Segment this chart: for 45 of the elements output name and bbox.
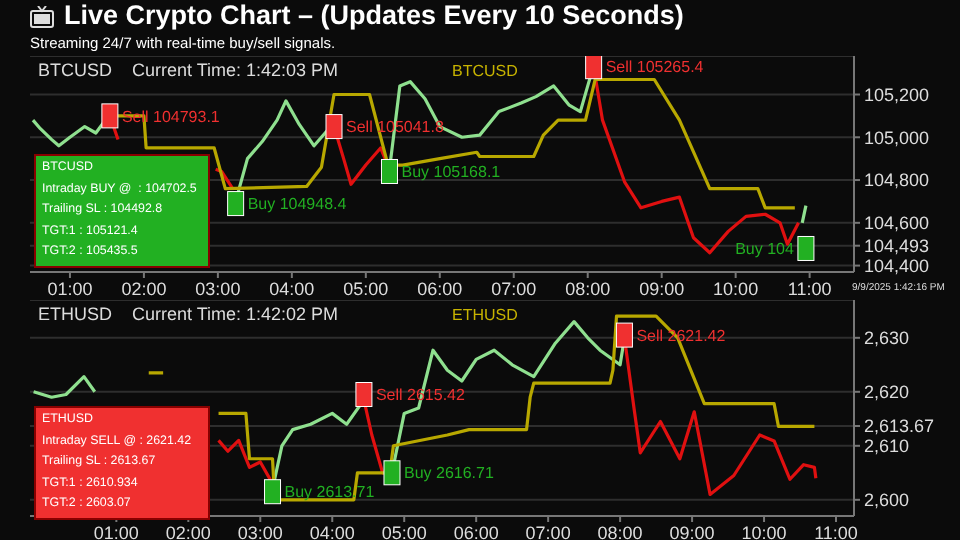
annotation: BTCUSD	[452, 62, 518, 80]
annotation: Buy 105168.1	[401, 163, 502, 182]
x-tick-label: 09:00	[669, 522, 715, 540]
x-tick-label: 01:00	[93, 522, 139, 540]
x-tick-label: 08:00	[597, 522, 643, 540]
x-tick-label: 01:00	[47, 278, 93, 299]
x-tick-label: 05:00	[343, 278, 389, 299]
y-tick-label: 104,600	[864, 213, 930, 234]
annotation: ETHUSD	[452, 306, 518, 324]
y-tick-label: 104,493	[864, 236, 930, 257]
annotation: Sell 105265.4	[605, 58, 705, 77]
point	[585, 56, 603, 80]
x-tick-label: 06:00	[453, 522, 499, 540]
x-tick-label: 09:00	[639, 278, 685, 299]
y-tick-label: 2,630	[864, 328, 910, 349]
annotation: Buy 2616.71	[403, 464, 495, 483]
x-tick-label: 06:00	[417, 278, 463, 299]
annotation: ETHUSD Current Time: 1:42:02 PM	[38, 304, 339, 324]
x-tick-label: 11:00	[814, 522, 858, 540]
x-tick-label: 04:00	[309, 522, 355, 540]
y-tick-label: 104,400	[864, 255, 930, 276]
y-tick-label: 105,000	[864, 127, 930, 148]
y-tick-label: 2,620	[864, 382, 910, 403]
point	[355, 382, 373, 407]
x-tick-label: 04:00	[269, 278, 315, 299]
x-tick-label: 07:00	[525, 522, 571, 540]
x-tick-label: 11:00	[787, 278, 832, 299]
x-tick-label: 07:00	[491, 278, 537, 299]
x-tick-label: 03:00	[195, 278, 241, 299]
x-tick-label: 08:00	[565, 278, 611, 299]
x-tick-label: 02:00	[165, 522, 211, 540]
x-tick-label: 03:00	[237, 522, 283, 540]
x-tick-label: 05:00	[381, 522, 427, 540]
x-tick-label: 02:00	[121, 278, 167, 299]
x-tick-label: 10:00	[713, 278, 759, 299]
y-tick-label: 2,613.67	[864, 416, 935, 437]
y-tick-label: 104,800	[864, 170, 930, 191]
y-tick-label: 2,600	[864, 490, 910, 511]
annotation: BTCUSD Current Time: 1:42:03 PM	[38, 60, 339, 80]
chart-title: Live Crypto Chart – (Updates Every 10 Seconds)	[64, 0, 684, 30]
annotation: Buy 104948.4	[247, 195, 348, 214]
x-tick-label: 10:00	[741, 522, 787, 540]
y-tick-label: 105,200	[864, 84, 930, 105]
y-tick-label: 2,610	[864, 436, 910, 457]
annotation: Buy 104	[735, 240, 796, 259]
